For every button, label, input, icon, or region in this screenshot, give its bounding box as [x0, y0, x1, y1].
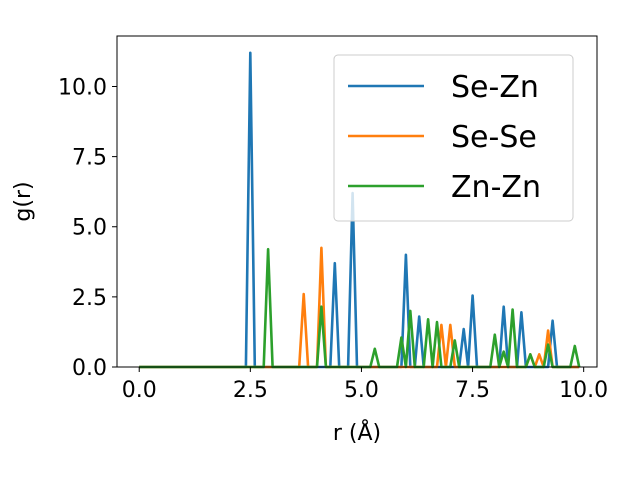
x-axis: 0.0 2.5 5.0 7.5 10.0: [122, 367, 608, 403]
series-line-zn-zn: [139, 247, 581, 369]
x-tick-label: 2.5: [233, 378, 268, 403]
x-tick-label: 10.0: [559, 378, 608, 403]
y-axis-label: g(r): [11, 181, 36, 221]
x-tick-label: 5.0: [344, 378, 379, 403]
y-axis: 0.0 2.5 5.0 7.5 10.0: [58, 75, 117, 381]
legend: Se-Zn Se-Se Zn-Zn: [333, 54, 574, 222]
axes-frame: [116, 35, 598, 368]
y-tick-label: 0.0: [72, 356, 107, 381]
x-axis-label: r (Å): [333, 419, 381, 446]
y-tick-label: 2.5: [72, 286, 107, 311]
legend-label-se-zn: Se-Zn: [451, 70, 539, 105]
legend-label-zn-zn: Zn-Zn: [451, 170, 541, 205]
y-tick-label: 5.0: [72, 216, 107, 241]
x-tick-label: 0.0: [122, 378, 157, 403]
y-tick-label: 10.0: [58, 75, 107, 100]
y-tick-label: 7.5: [72, 146, 107, 171]
x-tick-label: 7.5: [455, 378, 490, 403]
legend-label-se-se: Se-Se: [451, 120, 537, 155]
legend-box: [333, 54, 574, 222]
series-line-se-se: [139, 246, 580, 369]
